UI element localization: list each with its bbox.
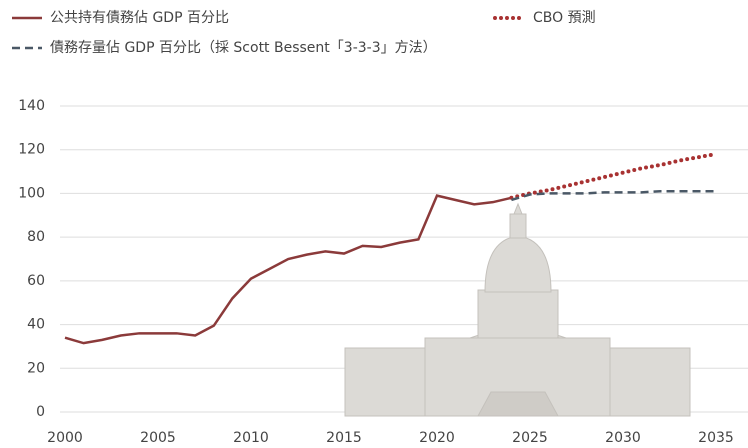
x-tick-label: 2005 bbox=[140, 430, 176, 446]
x-tick-label: 2015 bbox=[326, 430, 362, 446]
x-tick-label: 2000 bbox=[47, 430, 83, 446]
legend-label: 公共持有債務佔 GDP 百分比 bbox=[50, 10, 229, 26]
y-tick-label: 100 bbox=[18, 185, 45, 201]
legend-label: 債務存量佔 GDP 百分比（採 Scott Bessent「3-3-3」方法） bbox=[50, 40, 437, 56]
x-tick-label: 2010 bbox=[233, 430, 269, 446]
capitol-illustration bbox=[344, 202, 691, 417]
legend-label: CBO 預測 bbox=[533, 10, 596, 26]
x-tick-label: 2030 bbox=[605, 430, 641, 446]
x-tick-label: 2025 bbox=[512, 430, 548, 446]
y-tick-label: 40 bbox=[27, 317, 45, 333]
series-line bbox=[64, 194, 512, 345]
y-tick-label: 0 bbox=[36, 404, 45, 420]
y-tick-label: 140 bbox=[18, 98, 45, 114]
series-line bbox=[509, 152, 718, 200]
x-tick-label: 2035 bbox=[698, 430, 734, 446]
y-tick-label: 20 bbox=[27, 360, 45, 376]
y-tick-label: 60 bbox=[27, 273, 45, 289]
series-line bbox=[511, 189, 716, 202]
y-tick-label: 80 bbox=[27, 229, 45, 245]
x-tick-label: 2020 bbox=[419, 430, 455, 446]
y-tick-label: 120 bbox=[18, 142, 45, 158]
